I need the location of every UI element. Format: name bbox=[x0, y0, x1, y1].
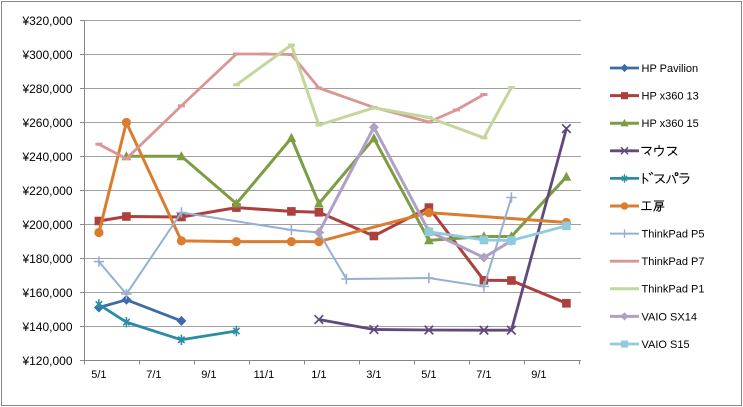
svg-text:7/1: 7/1 bbox=[476, 369, 491, 381]
svg-text:ThinkPad P1: ThinkPad P1 bbox=[642, 284, 705, 296]
svg-text:ThinkPad P5: ThinkPad P5 bbox=[642, 229, 705, 241]
svg-text:¥200,000: ¥200,000 bbox=[21, 218, 72, 232]
svg-text:5/1: 5/1 bbox=[421, 369, 436, 381]
svg-text:5/1: 5/1 bbox=[91, 369, 106, 381]
svg-text:¥300,000: ¥300,000 bbox=[21, 48, 72, 62]
svg-text:¥120,000: ¥120,000 bbox=[21, 354, 72, 368]
svg-text:9/1: 9/1 bbox=[201, 369, 216, 381]
svg-text:9/1: 9/1 bbox=[531, 369, 546, 381]
svg-text:HP x360 13: HP x360 13 bbox=[642, 91, 699, 103]
svg-text:¥240,000: ¥240,000 bbox=[21, 150, 72, 164]
svg-text:¥140,000: ¥140,000 bbox=[21, 320, 72, 334]
svg-text:HP Pavilion: HP Pavilion bbox=[642, 63, 699, 75]
svg-text:VAIO S15: VAIO S15 bbox=[642, 339, 690, 351]
svg-text:¥280,000: ¥280,000 bbox=[21, 82, 72, 96]
svg-text:¥180,000: ¥180,000 bbox=[21, 252, 72, 266]
svg-text:¥220,000: ¥220,000 bbox=[21, 184, 72, 198]
svg-text:¥160,000: ¥160,000 bbox=[21, 286, 72, 300]
svg-text:1/1: 1/1 bbox=[311, 369, 326, 381]
svg-text:3/1: 3/1 bbox=[366, 369, 381, 381]
svg-text:7/1: 7/1 bbox=[146, 369, 161, 381]
svg-text:¥320,000: ¥320,000 bbox=[21, 14, 72, 28]
svg-text:ThinkPad P7: ThinkPad P7 bbox=[642, 256, 705, 268]
svg-text:VAIO SX14: VAIO SX14 bbox=[642, 311, 697, 323]
svg-text:11/1: 11/1 bbox=[254, 369, 275, 381]
svg-text:HP x360 15: HP x360 15 bbox=[642, 118, 699, 130]
svg-text:¥260,000: ¥260,000 bbox=[21, 116, 72, 130]
